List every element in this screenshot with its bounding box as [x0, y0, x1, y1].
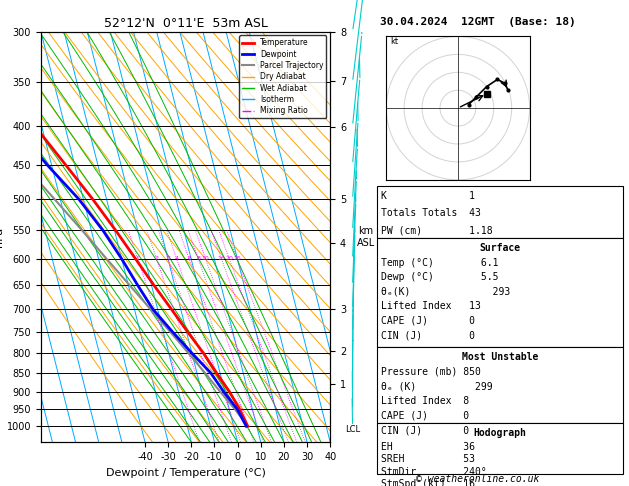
Title: 52°12'N  0°11'E  53m ASL: 52°12'N 0°11'E 53m ASL [104, 17, 267, 31]
Text: LCL: LCL [345, 425, 360, 434]
Text: 25: 25 [233, 256, 241, 261]
Legend: Temperature, Dewpoint, Parcel Trajectory, Dry Adiabat, Wet Adiabat, Isotherm, Mi: Temperature, Dewpoint, Parcel Trajectory… [239, 35, 326, 118]
Text: EH            36: EH 36 [381, 442, 474, 452]
Text: 2: 2 [155, 256, 159, 261]
Text: PW (cm)        1.18: PW (cm) 1.18 [381, 226, 492, 236]
Text: K              1: K 1 [381, 191, 474, 202]
Text: kt: kt [390, 36, 398, 46]
Text: CAPE (J)       0: CAPE (J) 0 [381, 316, 474, 326]
Text: 6: 6 [187, 256, 191, 261]
Text: Lifted Index   13: Lifted Index 13 [381, 301, 481, 312]
Text: 10: 10 [202, 256, 209, 261]
Text: StmSpd (kt)   16: StmSpd (kt) 16 [381, 479, 474, 486]
Text: 8: 8 [196, 256, 200, 261]
Y-axis label: hPa: hPa [0, 227, 4, 247]
Text: CAPE (J)      0: CAPE (J) 0 [381, 411, 469, 421]
Text: 1: 1 [136, 256, 140, 261]
Text: θₑ (K)          299: θₑ (K) 299 [381, 382, 492, 392]
Text: θₑ(K)              293: θₑ(K) 293 [381, 287, 509, 297]
Text: Surface: Surface [479, 243, 521, 253]
Text: Hodograph: Hodograph [474, 428, 526, 438]
Text: Lifted Index  8: Lifted Index 8 [381, 396, 469, 406]
Text: Pressure (mb) 850: Pressure (mb) 850 [381, 367, 481, 377]
Text: CIN (J)        0: CIN (J) 0 [381, 330, 474, 341]
Text: 20: 20 [225, 256, 233, 261]
Text: CIN (J)       0: CIN (J) 0 [381, 425, 469, 435]
Text: 30.04.2024  12GMT  (Base: 18): 30.04.2024 12GMT (Base: 18) [380, 17, 576, 27]
Y-axis label: km
ASL: km ASL [357, 226, 375, 248]
Text: Totals Totals  43: Totals Totals 43 [381, 208, 481, 219]
Text: StmDir        240°: StmDir 240° [381, 467, 486, 477]
Text: Most Unstable: Most Unstable [462, 352, 538, 363]
Text: 4: 4 [175, 256, 179, 261]
Text: Temp (°C)        6.1: Temp (°C) 6.1 [381, 258, 498, 268]
Text: © weatheronline.co.uk: © weatheronline.co.uk [416, 474, 540, 484]
X-axis label: Dewpoint / Temperature (°C): Dewpoint / Temperature (°C) [106, 468, 265, 478]
Text: Dewp (°C)        5.5: Dewp (°C) 5.5 [381, 272, 498, 282]
Text: SREH          53: SREH 53 [381, 454, 474, 465]
Text: 16: 16 [218, 256, 225, 261]
Text: 3: 3 [166, 256, 170, 261]
